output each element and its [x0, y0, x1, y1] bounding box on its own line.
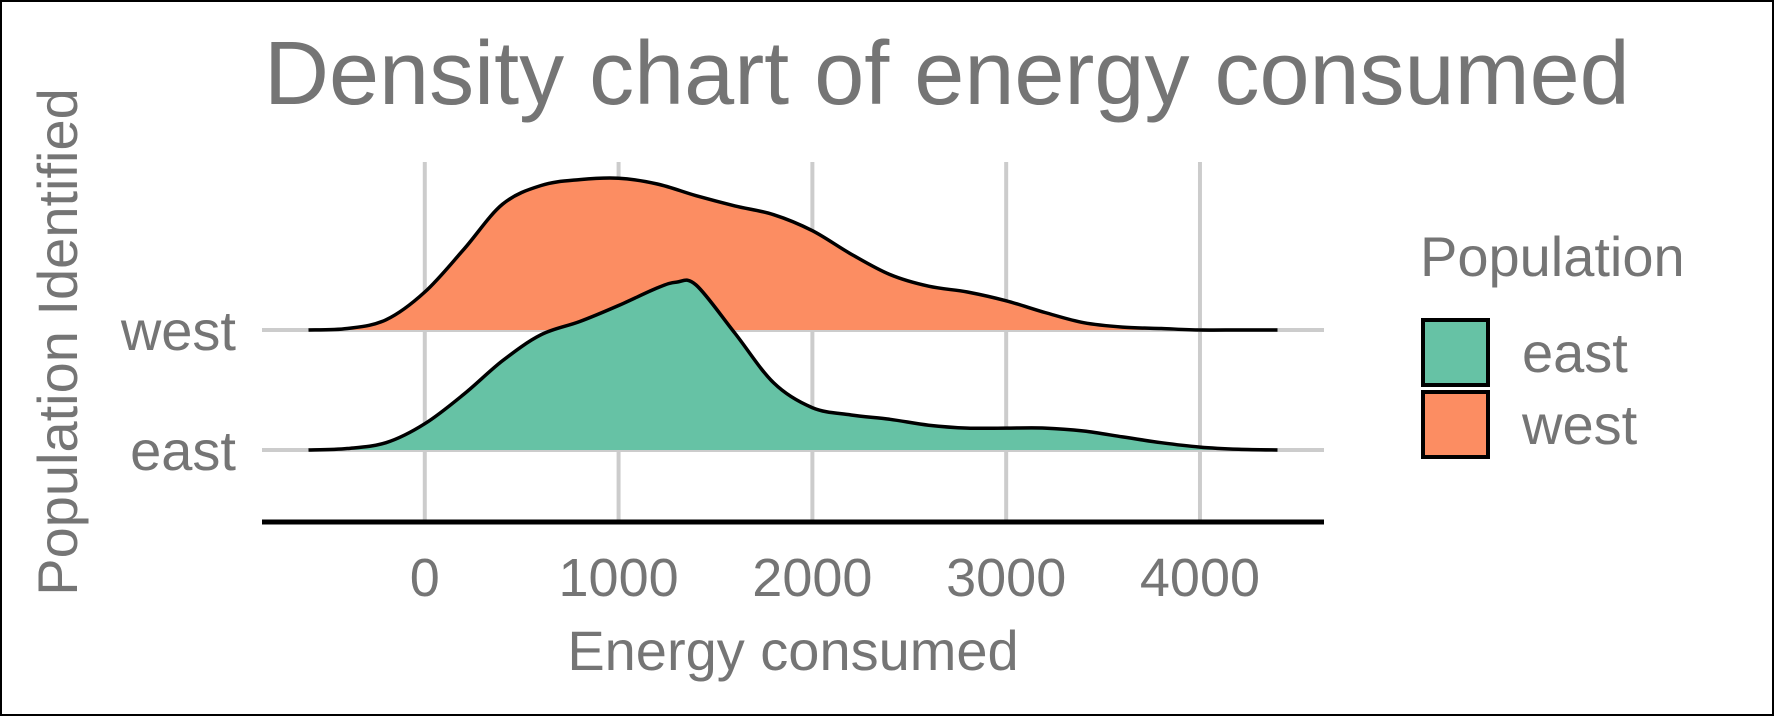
- density-ridges: [308, 176, 1278, 452]
- x-tick-label: 0: [410, 548, 440, 608]
- legend-key-east: [1421, 318, 1490, 387]
- legend-title: Population: [1420, 225, 1685, 288]
- x-axis-title: Energy consumed: [567, 619, 1018, 682]
- legend: Population east west: [1420, 225, 1685, 459]
- density-area-west: [308, 177, 1278, 331]
- x-tick-label: 1000: [559, 548, 679, 608]
- x-tick-label: 2000: [752, 548, 872, 608]
- chart-title: Density chart of energy consumed: [264, 24, 1630, 124]
- legend-key-west: [1421, 390, 1490, 459]
- x-tick-labels: 0 1000 2000 3000 4000: [410, 548, 1260, 608]
- density-area-east: [308, 280, 1278, 450]
- y-tick-label: west: [120, 299, 237, 362]
- legend-label-west: west: [1521, 393, 1638, 456]
- y-tick-label: east: [130, 419, 236, 482]
- legend-label-east: east: [1522, 321, 1628, 384]
- x-tick-label: 3000: [946, 548, 1066, 608]
- x-tick-label: 4000: [1140, 548, 1260, 608]
- grid-lines: [262, 162, 1324, 522]
- y-axis-title: Population Identified: [26, 88, 89, 596]
- density-outline-east: [308, 278, 1278, 452]
- plot-area: 0 1000 2000 3000 4000 east west: [120, 162, 1324, 608]
- y-tick-labels: east west: [120, 299, 237, 482]
- density-outline-west: [308, 176, 1278, 332]
